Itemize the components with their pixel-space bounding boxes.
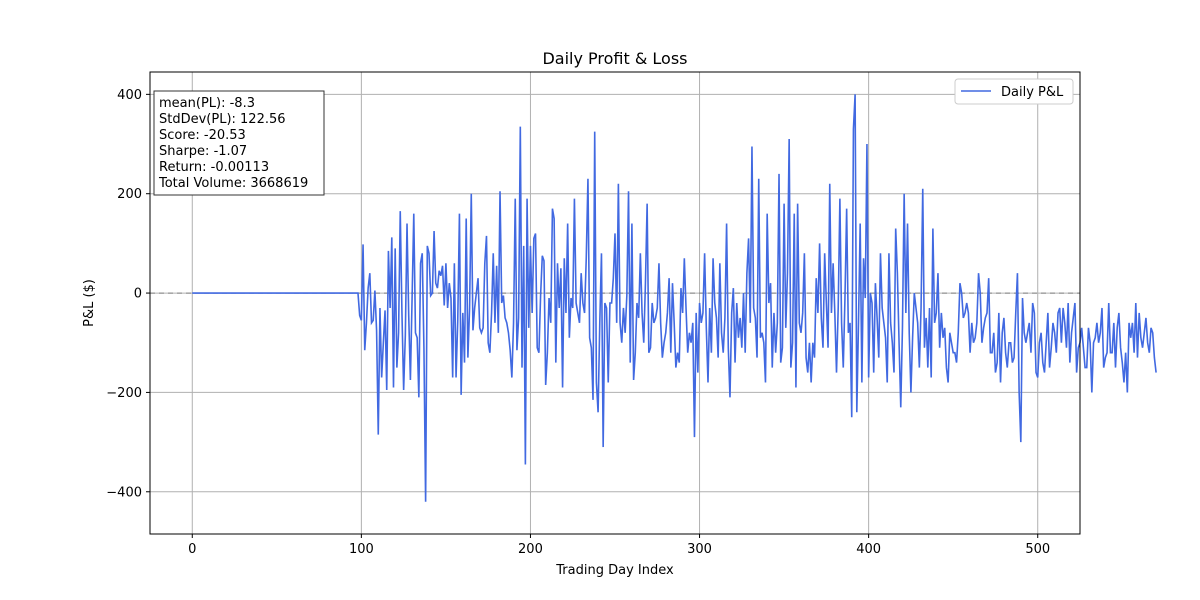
y-axis-label: P&L ($) (82, 279, 97, 327)
stats-mean: mean(PL): -8.3 (159, 96, 255, 111)
y-tick-label: 200 (117, 187, 142, 202)
stats-stddev: StdDev(PL): 122.56 (159, 112, 286, 127)
stats-box: mean(PL): -8.3 StdDev(PL): 122.56 Score:… (153, 90, 325, 196)
x-axis-label: Trading Day Index (555, 563, 674, 578)
x-tick-label: 200 (518, 542, 543, 557)
stats-sharpe: Sharpe: -1.07 (159, 144, 247, 159)
chart-title: Daily Profit & Loss (542, 49, 687, 68)
x-tick-label: 500 (1025, 542, 1050, 557)
x-tick-label: 0 (188, 542, 196, 557)
y-axis: −400 −200 0 200 400 (106, 88, 150, 500)
x-axis: 0 100 200 300 400 500 (188, 534, 1050, 557)
series-line-daily-pnl (192, 94, 1157, 502)
y-tick-label: 400 (117, 88, 142, 103)
legend-label-daily-pnl: Daily P&L (1001, 85, 1064, 100)
legend: Daily P&L (954, 78, 1074, 105)
stats-score: Score: -20.53 (159, 128, 246, 143)
x-tick-label: 100 (349, 542, 374, 557)
y-tick-label: −400 (106, 485, 142, 500)
x-tick-label: 400 (856, 542, 881, 557)
stats-return: Return: -0.00113 (159, 160, 269, 175)
y-tick-label: 0 (134, 287, 142, 302)
plot-area (149, 71, 1081, 535)
stats-total-volume: Total Volume: 3668619 (158, 176, 308, 191)
y-tick-label: −200 (106, 386, 142, 401)
x-tick-label: 300 (687, 542, 712, 557)
